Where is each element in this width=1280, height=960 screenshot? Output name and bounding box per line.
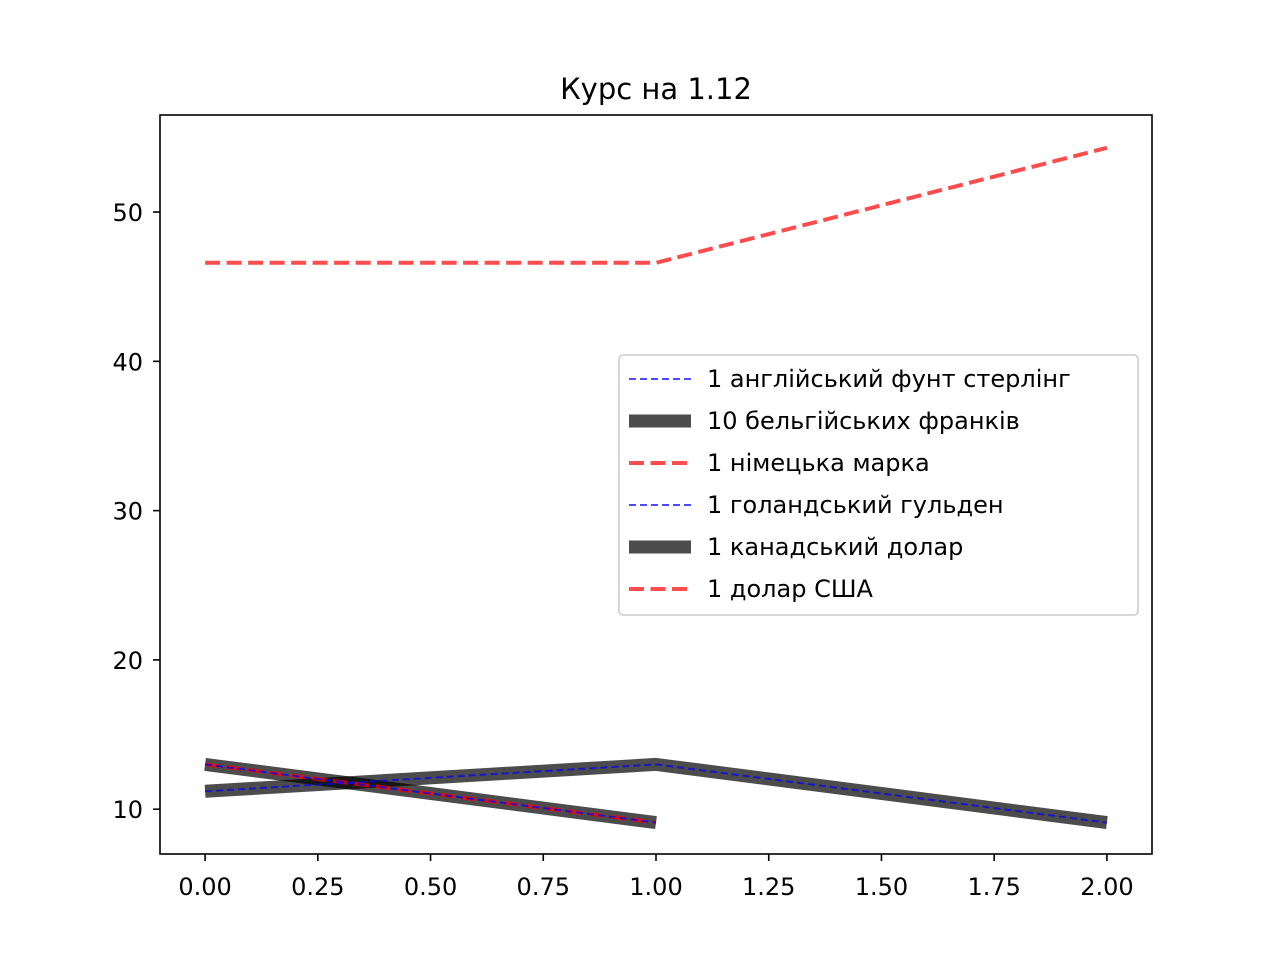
legend-label: 1 німецька марка <box>707 449 930 477</box>
x-tick-label: 0.25 <box>291 873 344 901</box>
x-tick-label: 0.50 <box>404 873 457 901</box>
x-tick-label: 1.75 <box>967 873 1020 901</box>
series-line-6 <box>205 145 1108 265</box>
x-tick-label: 2.00 <box>1080 873 1133 901</box>
x-tick-label: 0.75 <box>517 873 570 901</box>
legend-label: 1 долар США <box>707 575 874 603</box>
y-tick-label: 40 <box>112 348 143 376</box>
legend-box <box>618 354 1139 616</box>
series-lines <box>204 145 1108 830</box>
series-line-4 <box>205 763 1108 824</box>
legend-label: 10 бельгійських франків <box>707 407 1020 435</box>
x-tick-label: 1.00 <box>629 873 682 901</box>
x-tick-label: 1.25 <box>742 873 795 901</box>
chart-title: Курс на 1.12 <box>560 72 752 106</box>
x-axis: 0.00 0.25 0.50 0.75 1.00 1.25 1.50 1.75 2.00 <box>178 854 1134 901</box>
y-tick-label: 20 <box>112 647 143 675</box>
legend: 1 англійський фунт стерлінг 10 бельгійськ… <box>618 354 1139 616</box>
y-axis: 10 20 30 40 50 <box>112 199 160 824</box>
legend-label: 1 канадський долар <box>707 533 963 561</box>
series-line-5 <box>204 757 1108 830</box>
x-tick-label: 1.50 <box>855 873 908 901</box>
legend-label: 1 голандський гульден <box>707 491 1004 519</box>
y-tick-label: 10 <box>112 796 143 824</box>
series-line-1 <box>204 763 657 824</box>
y-tick-label: 30 <box>112 498 143 526</box>
x-tick-label: 0.00 <box>178 873 231 901</box>
y-tick-label: 50 <box>112 199 143 227</box>
legend-label: 1 англійський фунт стерлінг <box>707 365 1071 393</box>
